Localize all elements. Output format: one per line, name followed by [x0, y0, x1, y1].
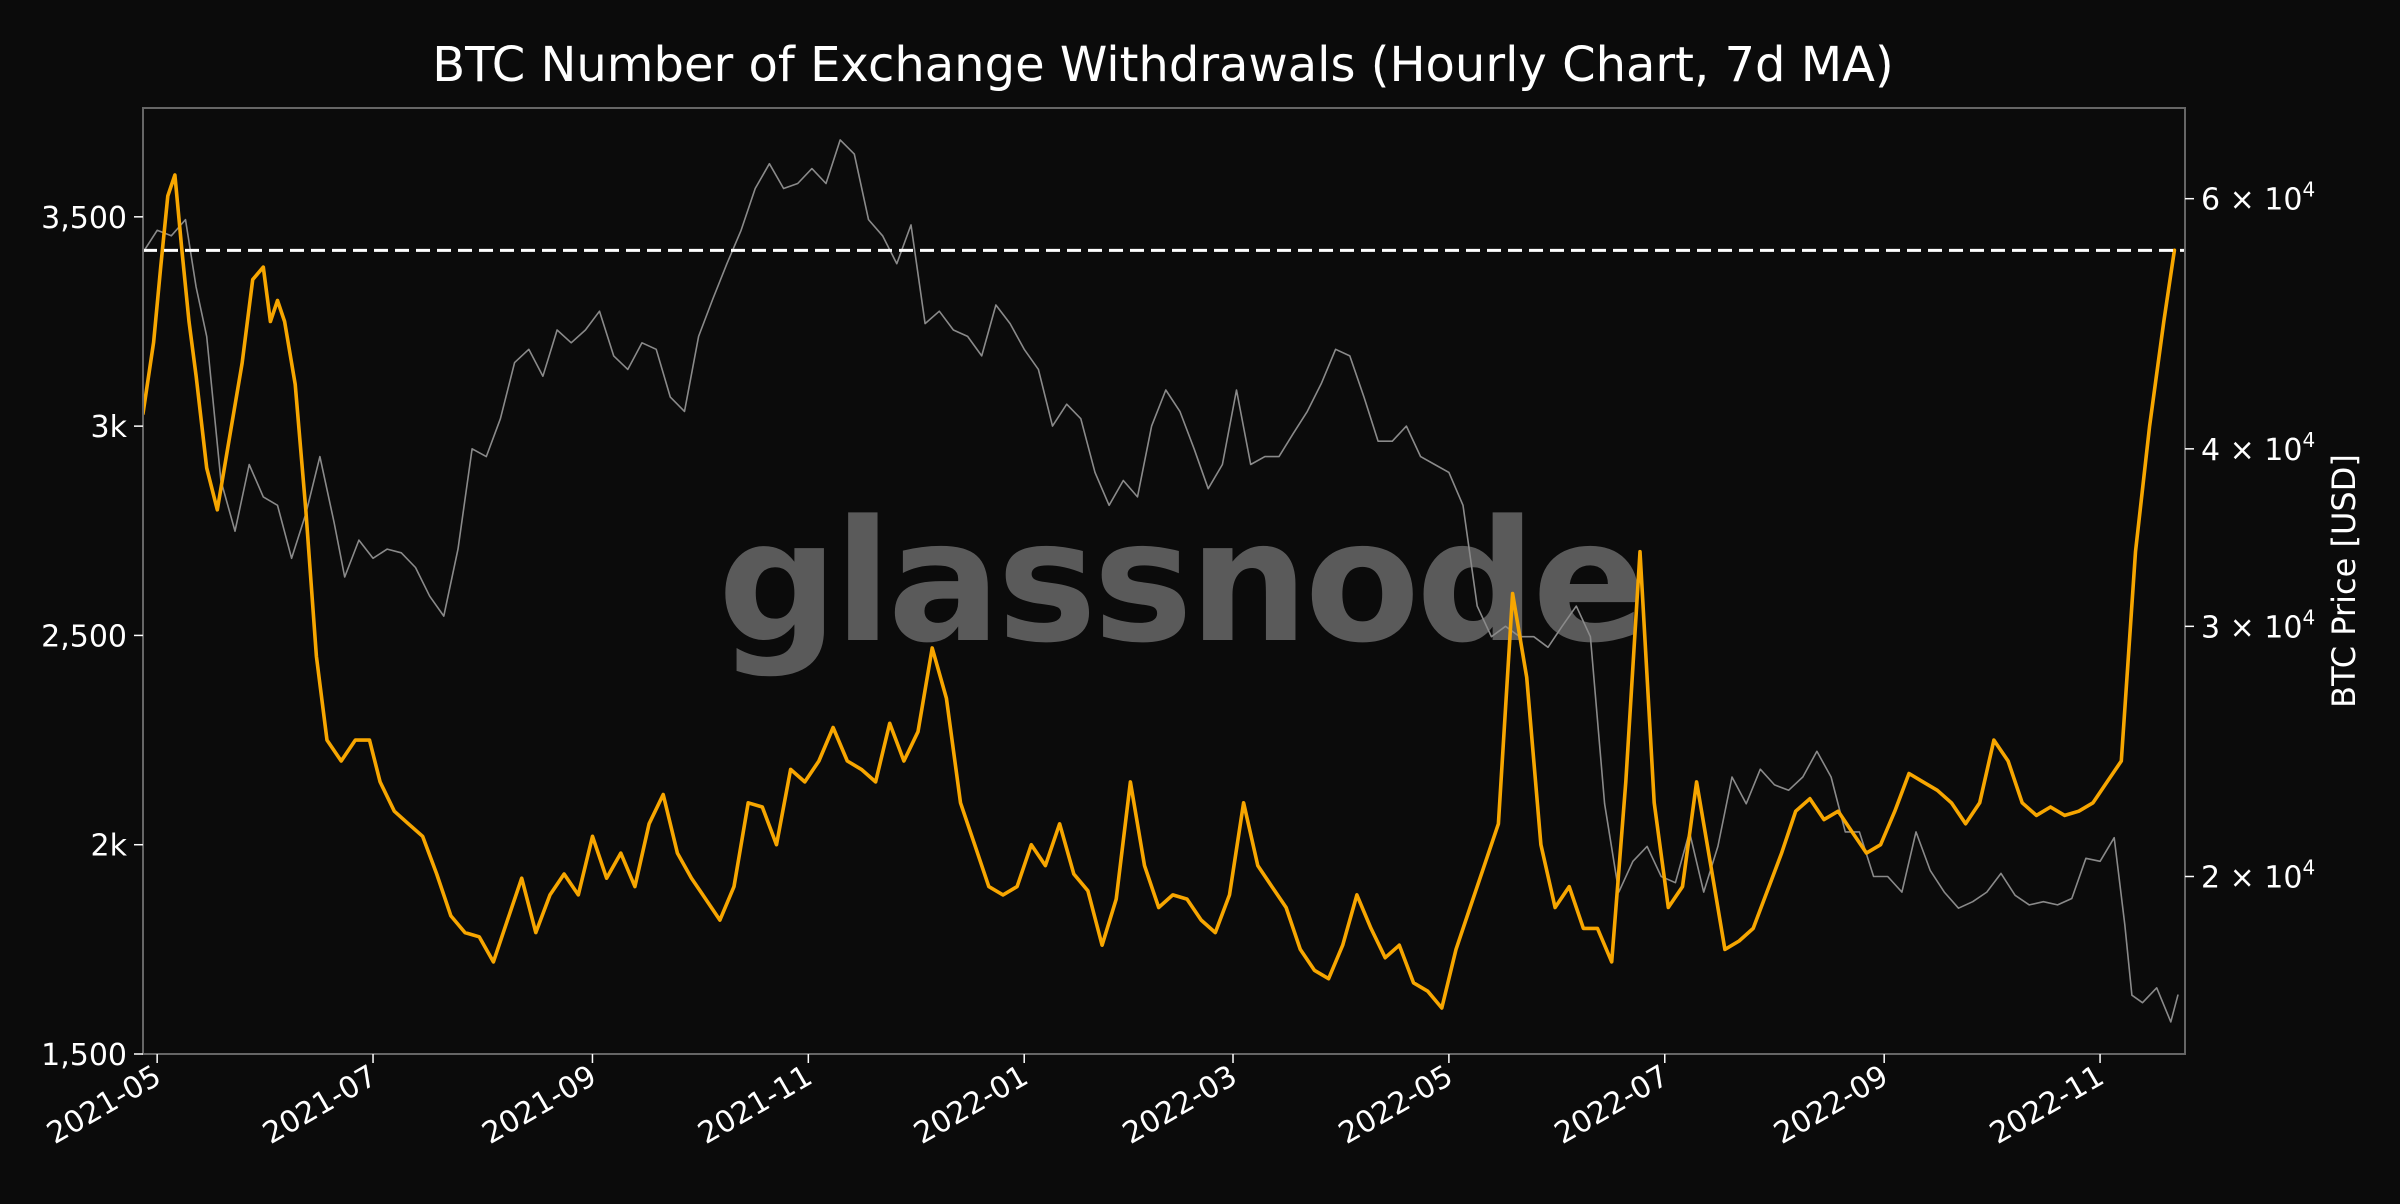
- y-left-tick-label: 2k: [91, 829, 128, 864]
- series-withdrawals-line: [143, 173, 2177, 1010]
- y-axis-right: 2 × 104 3 × 104 4 × 104 6 × 104: [2185, 178, 2315, 896]
- y-left-tick-label: 3k: [91, 410, 128, 445]
- y-right-tick-label: 6 × 104: [2201, 178, 2315, 218]
- y-axis-left: 1,500 2k 2,500 3k 3,500: [41, 201, 143, 1073]
- y-left-tick-label: 1,500: [41, 1038, 127, 1073]
- y-right-tick-label: 2 × 104: [2201, 856, 2315, 896]
- y-right-tick-label: 3 × 104: [2201, 605, 2315, 645]
- y-right-tick-label: 4 × 104: [2201, 428, 2315, 468]
- y-axis-right-label: BTC Price [USD]: [2325, 454, 2363, 708]
- watermark: glassnode: [718, 484, 1642, 680]
- plot-area: [143, 139, 2185, 1023]
- plot-frame: [142, 107, 2186, 1055]
- chart-title: BTC Number of Exchange Withdrawals (Hour…: [432, 37, 1894, 93]
- y-left-tick-label: 2,500: [41, 619, 127, 654]
- y-left-tick-label: 3,500: [41, 201, 127, 236]
- series-btc-price-line: [143, 139, 2179, 1023]
